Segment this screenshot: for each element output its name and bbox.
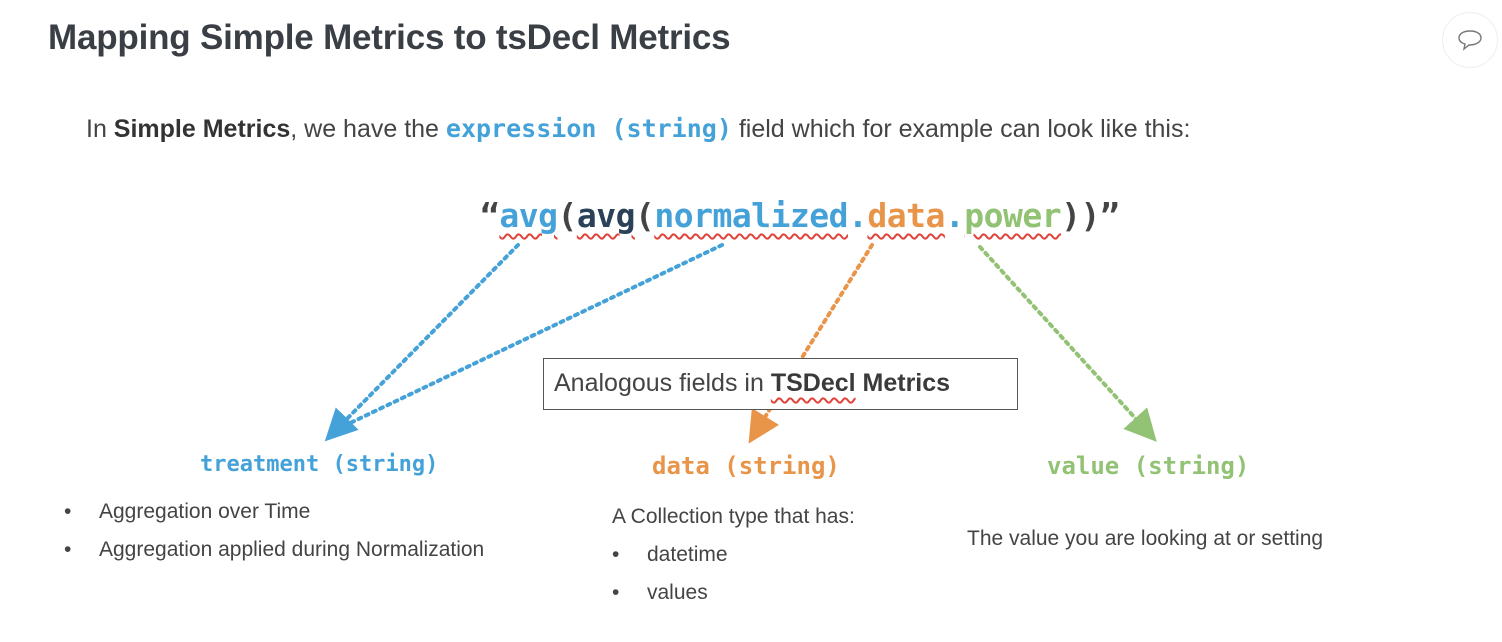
arrow-power-to-value (978, 245, 1157, 442)
expr-close: )) (1061, 196, 1100, 235)
data-list: datetime values (612, 536, 728, 612)
close-quote: ” (1099, 196, 1120, 235)
expr-normalized: normalized (654, 196, 849, 235)
expr-paren: ( (634, 196, 655, 235)
list-item: datetime (612, 536, 728, 574)
treatment-field-label: treatment (string) (200, 452, 439, 477)
value-field-label: value (string) (1047, 452, 1250, 480)
list-item: Aggregation applied during Normalization (64, 531, 484, 569)
data-field-label: data (string) (652, 452, 840, 480)
list-item: Aggregation over Time (64, 493, 484, 531)
data-intro: A Collection type that has: (612, 505, 855, 528)
expr-outer-avg: avg (499, 196, 558, 235)
intro-prefix: In (86, 115, 114, 143)
expr-dot: . (944, 196, 965, 235)
box-metrics: Metrics (855, 369, 951, 397)
expression-example: “avg(avg(normalized.data.power))” (480, 196, 1120, 235)
box-prefix: Analogous fields in (554, 369, 771, 397)
expr-inner-avg: avg (576, 196, 636, 235)
intro-text: In Simple Metrics, we have the expressio… (86, 114, 1190, 144)
intro-bold: Simple Metrics (113, 115, 291, 143)
treatment-list: Aggregation over Time Aggregation applie… (64, 493, 484, 569)
expr-power: power (964, 196, 1062, 235)
intro-code: expression (string) (445, 114, 732, 143)
expr-data: data (867, 196, 945, 235)
arrow-normalized-to-treatment (344, 243, 724, 427)
intro-suffix: field which for example can look like th… (731, 115, 1191, 143)
intro-middle: , we have the (290, 115, 446, 143)
box-tsdecl: TSDecl (770, 369, 856, 397)
expr-dot: . (848, 196, 868, 235)
open-quote: “ (480, 196, 500, 235)
comment-button[interactable] (1442, 12, 1498, 68)
expr-paren: ( (557, 196, 577, 235)
arrow-avg-to-treatment (324, 243, 520, 442)
list-item: values (612, 574, 728, 612)
speech-bubble-icon (1458, 30, 1482, 51)
value-description: The value you are looking at or setting (967, 527, 1324, 550)
analogous-fields-box: Analogous fields in TSDecl Metrics (543, 358, 1018, 410)
page-title: Mapping Simple Metrics to tsDecl Metrics (48, 18, 731, 57)
arrow-data-to-data (748, 243, 874, 444)
